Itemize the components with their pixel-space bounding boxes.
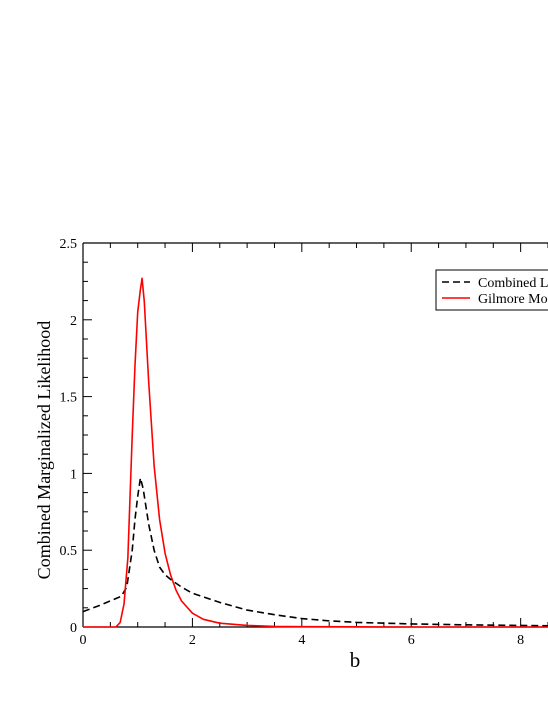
y-axis-label: Combined Marginalized Likelihood (34, 321, 54, 580)
axes: 0 2 4 6 8 0 0.5 1 1.5 2 2.5 (60, 237, 548, 648)
y-tick-label: 1 (70, 467, 77, 482)
legend-label-2: Gilmore Mo (478, 292, 548, 307)
y-tick-label: 2.5 (60, 237, 78, 252)
y-tick-label: 1.5 (60, 391, 78, 406)
x-tick-label: 0 (80, 633, 87, 648)
x-tick-label: 6 (408, 633, 415, 648)
x-tick-label: 8 (517, 633, 524, 648)
x-axis-label: b (350, 648, 361, 672)
plot-lines (82, 277, 548, 628)
legend-label-1: Combined L (478, 276, 548, 291)
series-line-1 (82, 477, 548, 627)
y-tick-label: 0 (70, 621, 77, 636)
x-tick-label: 2 (189, 633, 196, 648)
x-tick-label: 4 (298, 633, 305, 648)
series-line-2 (83, 277, 548, 628)
legend-box (435, 269, 548, 311)
y-tick-label: 0.5 (60, 544, 78, 559)
y-tick-label: 2 (70, 314, 77, 329)
